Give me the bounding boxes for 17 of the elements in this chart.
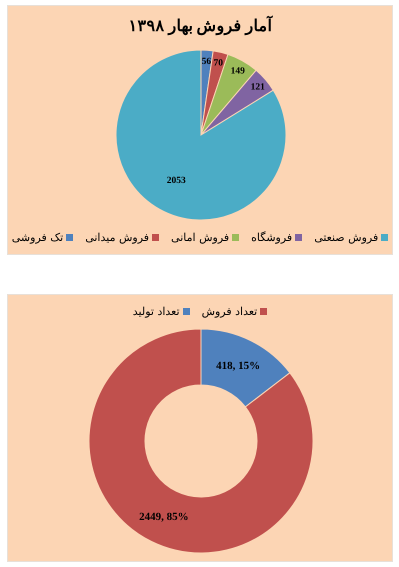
pie-slice <box>116 50 286 220</box>
data-label: 70 <box>214 58 224 69</box>
legend-label: فروشگاه <box>251 231 292 244</box>
data-label: 56 <box>202 56 212 67</box>
legend-label: تک فروشی <box>12 231 64 244</box>
donut-slice <box>88 328 314 554</box>
data-label: 2053 <box>166 176 186 186</box>
data-label: 418, 15% <box>216 360 260 372</box>
legend-label: فروش صنعتی <box>314 231 378 244</box>
chart-title: آمار فروش بهار ۱۳۹۸ <box>128 16 274 36</box>
data-label: 2449, 85% <box>139 510 189 523</box>
data-label: 149 <box>230 66 246 76</box>
data-label: 121 <box>250 82 266 93</box>
legend-label: تعداد تولید <box>132 305 180 318</box>
legend-label: فروش امانی <box>171 231 230 244</box>
legend-label: تعداد فروش <box>202 305 258 318</box>
legend-label: فروش میدانی <box>85 231 150 244</box>
